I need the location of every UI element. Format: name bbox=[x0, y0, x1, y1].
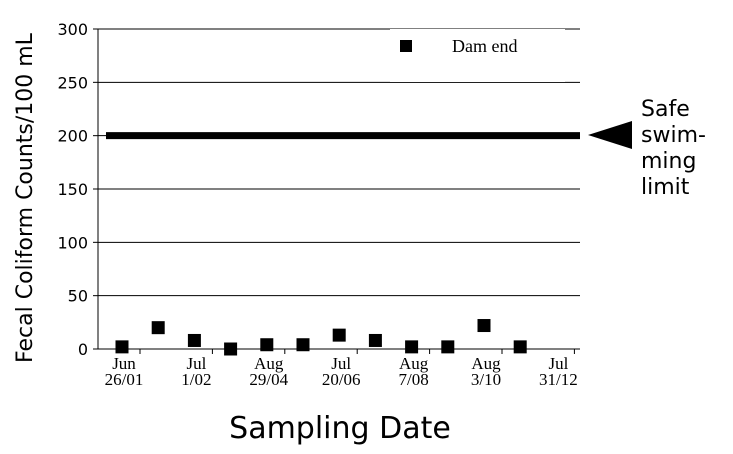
y-tick-label: 150 bbox=[57, 180, 88, 199]
x-tick-month: Aug bbox=[399, 354, 429, 373]
x-tick-labels: Jun26/01Jul1/02Aug29/04Jul20/06Aug7/08Au… bbox=[105, 354, 578, 389]
y-tick-label: 0 bbox=[78, 340, 88, 359]
y-tick-label: 50 bbox=[68, 287, 88, 306]
data-point bbox=[441, 340, 455, 354]
data-point bbox=[115, 340, 129, 354]
x-tick-date: 7/08 bbox=[398, 370, 428, 389]
data-point bbox=[405, 340, 419, 354]
safe-limit-arrow bbox=[588, 121, 632, 149]
x-tick-date: 26/01 bbox=[105, 370, 144, 389]
y-tick-labels: 0 50 100 150 200 250 300 bbox=[57, 20, 88, 359]
y-tick-label: 100 bbox=[57, 233, 88, 252]
data-point bbox=[187, 333, 201, 347]
data-point bbox=[332, 328, 346, 342]
x-tick-month: Aug bbox=[254, 354, 284, 373]
legend-box bbox=[390, 29, 565, 82]
y-tick-label: 300 bbox=[57, 20, 88, 39]
x-tick-date: 29/04 bbox=[249, 370, 288, 389]
data-point bbox=[477, 319, 491, 333]
x-tick-date: 31/12 bbox=[539, 370, 578, 389]
data-point bbox=[260, 338, 274, 352]
data-points bbox=[115, 319, 527, 356]
x-tick-month: Aug bbox=[471, 354, 501, 373]
y-tick-label: 250 bbox=[57, 73, 88, 92]
data-point bbox=[368, 333, 382, 347]
x-tick-date: 1/02 bbox=[181, 370, 211, 389]
y-tick-label: 200 bbox=[57, 127, 88, 146]
x-tick-month: Jul bbox=[548, 354, 568, 373]
legend-label: Dam end bbox=[452, 36, 517, 56]
x-axis-label: Sampling Date bbox=[229, 411, 451, 446]
safe-limit-label-line: Safe bbox=[641, 97, 690, 122]
axes bbox=[93, 28, 580, 354]
data-point bbox=[296, 338, 310, 352]
data-point bbox=[151, 321, 165, 335]
y-axis-label: Fecal Coliform Counts/100 mL bbox=[13, 32, 38, 363]
safe-limit-label-line: limit bbox=[641, 175, 690, 200]
safe-limit-label-line: ming bbox=[641, 149, 696, 174]
legend: Dam end bbox=[390, 29, 565, 82]
legend-marker bbox=[400, 40, 412, 52]
x-tick-date: 3/10 bbox=[471, 370, 501, 389]
safe-limit-label-line: swim- bbox=[641, 123, 706, 148]
x-tick-date: 20/06 bbox=[322, 370, 361, 389]
data-point bbox=[224, 342, 238, 356]
data-point bbox=[513, 340, 527, 354]
x-tick-month: Jun bbox=[112, 354, 136, 373]
x-tick-month: Jul bbox=[331, 354, 351, 373]
x-tick-month: Jul bbox=[186, 354, 206, 373]
